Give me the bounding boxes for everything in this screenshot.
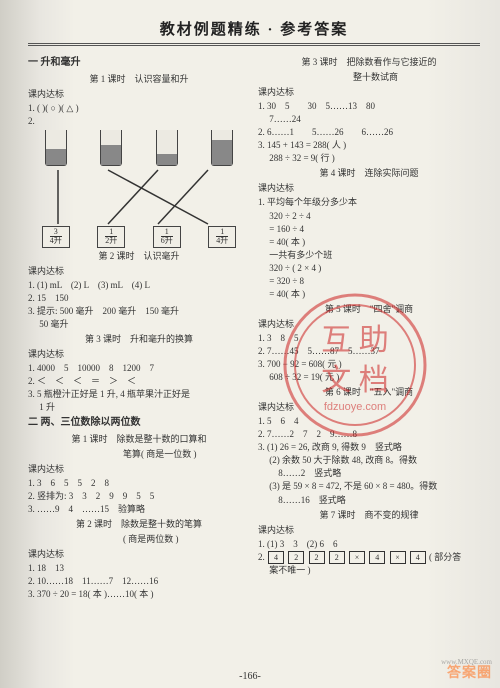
lesson3-head: 第 3 课时 升和毫升的换算 bbox=[28, 333, 250, 346]
u2-q3: 3. ……9 4 ……15 验算略 bbox=[28, 503, 250, 516]
l3-q3a: 3. 5 瓶橙汁正好是 1 升, 4 瓶苹果汁正好是 bbox=[28, 388, 250, 401]
box-7: × bbox=[390, 551, 406, 565]
r5-q2: 2. 7……45 5……87 5……37 bbox=[258, 345, 480, 358]
frac-3: 16升 bbox=[153, 226, 181, 248]
box-6: 4 bbox=[369, 551, 385, 565]
page-title: 教材例题精练 · 参考答案 bbox=[28, 18, 480, 39]
l1-q2-label: 2. bbox=[28, 115, 250, 128]
box-8: 4 bbox=[410, 551, 426, 565]
l3-q2: 2. ＜ ＜ ＜ ＝ ＞ ＜ bbox=[28, 375, 250, 388]
r6-q2: 2. 7……2 7 2 9……8 bbox=[258, 428, 480, 441]
fraction-row: 34升 12升 16升 14升 bbox=[28, 226, 250, 248]
l1-q1: 1. ( )( ○ )( △ ) bbox=[28, 102, 250, 115]
cup-1 bbox=[45, 130, 67, 166]
l2-q1: 1. (1) mL (2) L (3) mL (4) L bbox=[28, 279, 250, 292]
r7-q1: 1. (1) 3 3 (2) 6 6 bbox=[258, 538, 480, 551]
unit2-head: 二 两、三位数除以两位数 bbox=[28, 416, 250, 431]
r4-q1c: = 160 ÷ 4 bbox=[258, 223, 480, 236]
r3-q1b: 7……24 bbox=[258, 113, 480, 126]
box-3: 2 bbox=[309, 551, 325, 565]
unit1-head: 一 升和毫升 bbox=[28, 56, 250, 71]
r7-q2-prefix: 2. bbox=[258, 552, 267, 562]
box-5: × bbox=[349, 551, 365, 565]
lesson2-head: 第 2 课时 认识毫升 bbox=[28, 250, 250, 263]
r7-q2-suffix: ( 部分答 bbox=[429, 552, 461, 562]
lesson1-head: 第 1 课时 认识容量和升 bbox=[28, 73, 250, 86]
box-2: 2 bbox=[288, 551, 304, 565]
u2-l1a: 第 1 课时 除数是整十数的口算和 bbox=[28, 433, 250, 446]
r4-q1b: 320 ÷ 2 ÷ 4 bbox=[258, 210, 480, 223]
l2-q3b: 50 毫升 bbox=[28, 318, 250, 331]
u2-l2b: ( 商是两位数 ) bbox=[28, 533, 250, 546]
r4-q1g: = 320 ÷ 8 bbox=[258, 275, 480, 288]
r3-q1: 1. 30 5 30 5……13 80 bbox=[258, 100, 480, 113]
r7-q2c: 案不唯一 ) bbox=[258, 564, 480, 577]
u2-l1b: 笔算( 商是一位数 ) bbox=[28, 448, 250, 461]
r3-q3a: 3. 145 + 143 = 288( 人 ) bbox=[258, 139, 480, 152]
cup-3 bbox=[156, 130, 178, 166]
r6-q3a: 3. (1) 26 = 26, 改商 9, 得数 9 竖式略 bbox=[258, 441, 480, 454]
r4-q1e: 一共有多少个班 bbox=[258, 249, 480, 262]
frac-4: 14升 bbox=[208, 226, 236, 248]
r6-q3d: (3) 是 59 × 8 = 472, 不是 60 × 8 = 480。得数 bbox=[258, 480, 480, 493]
r-sec-5: 课内达标 bbox=[258, 524, 480, 537]
u2-q1: 1. 3 6 5 5 2 8 bbox=[28, 477, 250, 490]
page-number: -166- bbox=[0, 671, 500, 682]
title-divider bbox=[28, 43, 480, 46]
u2-q2: 2. 竖排为: 3 3 2 9 9 5 5 bbox=[28, 490, 250, 503]
watermark-url: www.MXQE.com bbox=[441, 658, 492, 666]
u2-l2a: 第 2 课时 除数是整十数的笔算 bbox=[28, 518, 250, 531]
left-column: 一 升和毫升 第 1 课时 认识容量和升 课内达标 1. ( )( ○ )( △… bbox=[28, 54, 250, 601]
page: 教材例题精练 · 参考答案 一 升和毫升 第 1 课时 认识容量和升 课内达标 … bbox=[0, 0, 500, 688]
sec-label-2: 课内达标 bbox=[28, 265, 250, 278]
u2b-q3: 3. 370 ÷ 20 = 18( 本 )……10( 本 ) bbox=[28, 588, 250, 601]
cup-2 bbox=[100, 130, 122, 166]
r3-q2: 2. 6……1 5……26 6……26 bbox=[258, 126, 480, 139]
l3-q1: 1. 4000 5 10000 8 1200 7 bbox=[28, 362, 250, 375]
r-sec-4: 课内达标 bbox=[258, 401, 480, 414]
r6-q3c: 8……2 竖式略 bbox=[258, 467, 480, 480]
sec-label-4: 课内达标 bbox=[28, 463, 250, 476]
r-l4: 第 4 课时 连除实际问题 bbox=[258, 167, 480, 180]
box-4: 2 bbox=[329, 551, 345, 565]
r4-q1d: = 40( 本 ) bbox=[258, 236, 480, 249]
r5-q1: 1. 3 8 5 bbox=[258, 332, 480, 345]
r-l3a: 第 3 课时 把除数看作与它接近的 bbox=[258, 56, 480, 69]
r6-q1: 1. 5 6 4 bbox=[258, 415, 480, 428]
r6-q3b: (2) 余数 50 大于除数 48, 改商 8。得数 bbox=[258, 454, 480, 467]
r-l3b: 整十数试商 bbox=[258, 71, 480, 84]
r5-q3a: 3. 700 − 92 = 608( 元 ) bbox=[258, 358, 480, 371]
sec-label-3: 课内达标 bbox=[28, 348, 250, 361]
r6-q3e: 8……16 竖式略 bbox=[258, 494, 480, 507]
r4-q1h: = 40( 本 ) bbox=[258, 288, 480, 301]
l3-q3b: 1 升 bbox=[28, 401, 250, 414]
box-1: 4 bbox=[268, 551, 284, 565]
frac-1: 34升 bbox=[42, 226, 70, 248]
r-sec-2: 课内达标 bbox=[258, 182, 480, 195]
r5-q3b: 608 ÷ 32 = 19( 元 ) bbox=[258, 371, 480, 384]
r-l7: 第 7 课时 商不变的规律 bbox=[258, 509, 480, 522]
r7-q2: 2. 4 2 2 2 × 4 × 4 ( 部分答 bbox=[258, 551, 480, 565]
right-column: 第 3 课时 把除数看作与它接近的 整十数试商 课内达标 1. 30 5 30 … bbox=[258, 54, 480, 601]
r-l5: 第 5 课时 "四舍"调商 bbox=[258, 303, 480, 316]
frac-2: 12升 bbox=[97, 226, 125, 248]
cups-row bbox=[28, 130, 250, 166]
r-sec-3: 课内达标 bbox=[258, 318, 480, 331]
r-sec-1: 课内达标 bbox=[258, 86, 480, 99]
cross-lines bbox=[28, 168, 250, 228]
l2-q3a: 3. 提示: 500 毫升 200 毫升 150 毫升 bbox=[28, 305, 250, 318]
sec-label-1: 课内达标 bbox=[28, 88, 250, 101]
columns: 一 升和毫升 第 1 课时 认识容量和升 课内达标 1. ( )( ○ )( △… bbox=[28, 54, 480, 601]
sec-label-5: 课内达标 bbox=[28, 548, 250, 561]
r4-q1f: 320 ÷ ( 2 × 4 ) bbox=[258, 262, 480, 275]
cup-4 bbox=[211, 130, 233, 166]
l2-q2: 2. 15 150 bbox=[28, 292, 250, 305]
r3-q3b: 288 ÷ 32 = 9( 行 ) bbox=[258, 152, 480, 165]
u2b-q2: 2. 10……18 11……7 12……16 bbox=[28, 575, 250, 588]
r4-q1a: 1. 平均每个年级分多少本 bbox=[258, 196, 480, 209]
u2b-q1: 1. 18 13 bbox=[28, 562, 250, 575]
r-l6: 第 6 课时 "五入"调商 bbox=[258, 386, 480, 399]
